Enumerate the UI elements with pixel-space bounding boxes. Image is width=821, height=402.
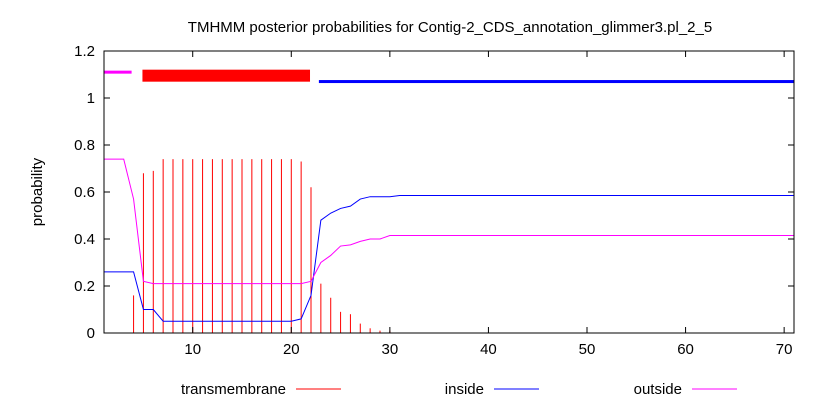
x-tick-label: 30 bbox=[382, 341, 399, 358]
x-tick-label: 50 bbox=[579, 341, 596, 358]
y-tick-label: 1 bbox=[87, 90, 95, 107]
x-tick-label: 70 bbox=[776, 341, 793, 358]
y-axis-label: probability bbox=[29, 157, 46, 226]
y-tick-label: 0.2 bbox=[74, 278, 95, 295]
topology-bar-transmembrane bbox=[142, 69, 311, 82]
y-tick-label: 0 bbox=[87, 325, 95, 342]
plot-frame bbox=[103, 50, 795, 334]
x-tick-label: 60 bbox=[677, 341, 694, 358]
legend-label-outside: outside bbox=[634, 381, 682, 398]
topology-bar-inside bbox=[318, 80, 794, 84]
x-tick-label: 10 bbox=[184, 341, 201, 358]
legend: transmembrane inside outside bbox=[181, 381, 737, 398]
series-line-inside bbox=[104, 195, 794, 322]
legend-label-transmembrane: transmembrane bbox=[181, 381, 286, 398]
chart-title: TMHMM posterior probabilities for Contig… bbox=[188, 19, 712, 36]
y-tick-label: 0.4 bbox=[74, 231, 95, 248]
x-tick-label: 40 bbox=[480, 341, 497, 358]
y-tick-label: 0.6 bbox=[74, 184, 95, 201]
y-tick-label: 0.8 bbox=[74, 137, 95, 154]
legend-label-inside: inside bbox=[445, 381, 484, 398]
topology-bars bbox=[104, 69, 794, 84]
series-line-outside bbox=[104, 158, 794, 285]
probability-lines bbox=[104, 158, 794, 322]
axis-ticks: 0 0.2 0.4 0.6 0.8 1 1.2 10 20 30 40 50 60 70 bbox=[74, 43, 794, 358]
topology-bar-outside bbox=[104, 70, 132, 74]
transmembrane-impulses bbox=[133, 159, 391, 333]
x-tick-label: 20 bbox=[283, 341, 300, 358]
y-tick-label: 1.2 bbox=[74, 43, 95, 60]
